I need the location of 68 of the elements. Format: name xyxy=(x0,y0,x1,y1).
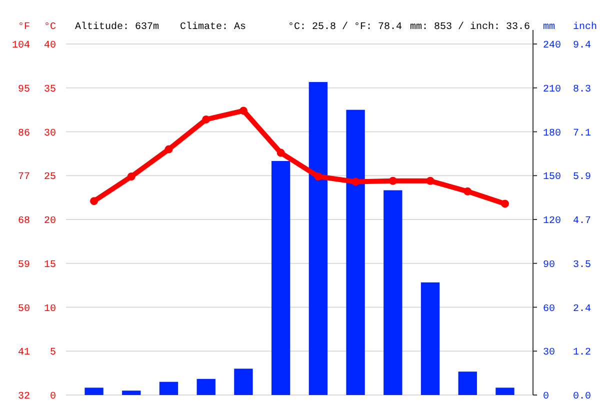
point xyxy=(90,197,98,206)
bar xyxy=(196,378,216,395)
y-tick-label: 15 xyxy=(44,260,56,271)
y3-tick-label: 68 xyxy=(18,216,30,227)
y2-tick-label: 150 xyxy=(543,172,562,184)
y-tick-label: 20 xyxy=(44,216,56,227)
y-tick-label: 30 xyxy=(44,128,56,140)
bar xyxy=(346,110,365,395)
y-tick-label: 10 xyxy=(44,304,56,315)
bar xyxy=(271,161,290,395)
text: 7.1 xyxy=(573,128,592,140)
y-axis-title: °C xyxy=(44,22,56,33)
text: 4.7 xyxy=(573,216,592,227)
text: 9.4 xyxy=(573,40,592,52)
y-tick-label: 25 xyxy=(44,172,56,184)
bar xyxy=(122,390,141,395)
point xyxy=(164,145,173,154)
bar xyxy=(308,82,328,395)
y2-tick-label: 180 xyxy=(543,128,562,140)
point xyxy=(276,148,285,157)
y3-tick-label: 77 xyxy=(18,172,30,184)
point xyxy=(202,115,210,124)
y2-tick-label: 90 xyxy=(543,260,556,271)
y2-tick-label: 30 xyxy=(543,348,556,359)
y-tick-label: 5 xyxy=(50,348,56,359)
text: °C: 25.8 / °F: 78.4 xyxy=(288,21,402,33)
point xyxy=(388,176,397,185)
text: Altitude: 637m xyxy=(75,21,160,33)
bar xyxy=(420,282,440,395)
y3-tick-label: 95 xyxy=(18,84,30,96)
text: mm: 853 / inch: 33.6 xyxy=(410,21,530,33)
y2-tick-label: 60 xyxy=(543,304,556,315)
text: 3.5 xyxy=(573,260,592,271)
text: inch xyxy=(573,21,598,33)
y3-axis-title: °F xyxy=(18,22,30,33)
bar xyxy=(496,388,514,395)
bar xyxy=(234,368,253,395)
text: 5.9 xyxy=(573,172,592,184)
point xyxy=(239,106,248,115)
y2-tick-label: 0 xyxy=(543,392,550,402)
y-tick-label: 0 xyxy=(50,392,56,402)
y2-tick-label: 120 xyxy=(543,216,562,227)
bar xyxy=(159,382,178,395)
point xyxy=(464,187,472,196)
point xyxy=(127,172,136,181)
bar xyxy=(384,190,402,395)
text: 2.4 xyxy=(573,304,592,315)
bar xyxy=(458,372,477,395)
text: 1.2 xyxy=(573,348,592,359)
y-tick-label: 40 xyxy=(44,40,56,52)
point xyxy=(314,172,322,181)
text: 0.0 xyxy=(573,392,592,402)
y2-tick-label: 240 xyxy=(543,40,562,52)
y2-axis-title: mm xyxy=(543,22,556,33)
point xyxy=(426,176,434,185)
y3-tick-label: 32 xyxy=(18,392,30,402)
bar xyxy=(84,388,104,395)
y3-tick-label: 41 xyxy=(18,348,30,359)
y-tick-label: 35 xyxy=(44,84,56,96)
y3-tick-label: 59 xyxy=(18,260,30,271)
y3-tick-label: 104 xyxy=(12,40,30,52)
y2-tick-label: 210 xyxy=(543,84,562,96)
point xyxy=(500,200,509,208)
point xyxy=(352,178,360,186)
text: Climate: As xyxy=(180,21,246,33)
y3-tick-label: 50 xyxy=(18,304,30,315)
text: 8.3 xyxy=(573,84,592,96)
y3-tick-label: 86 xyxy=(18,128,30,140)
